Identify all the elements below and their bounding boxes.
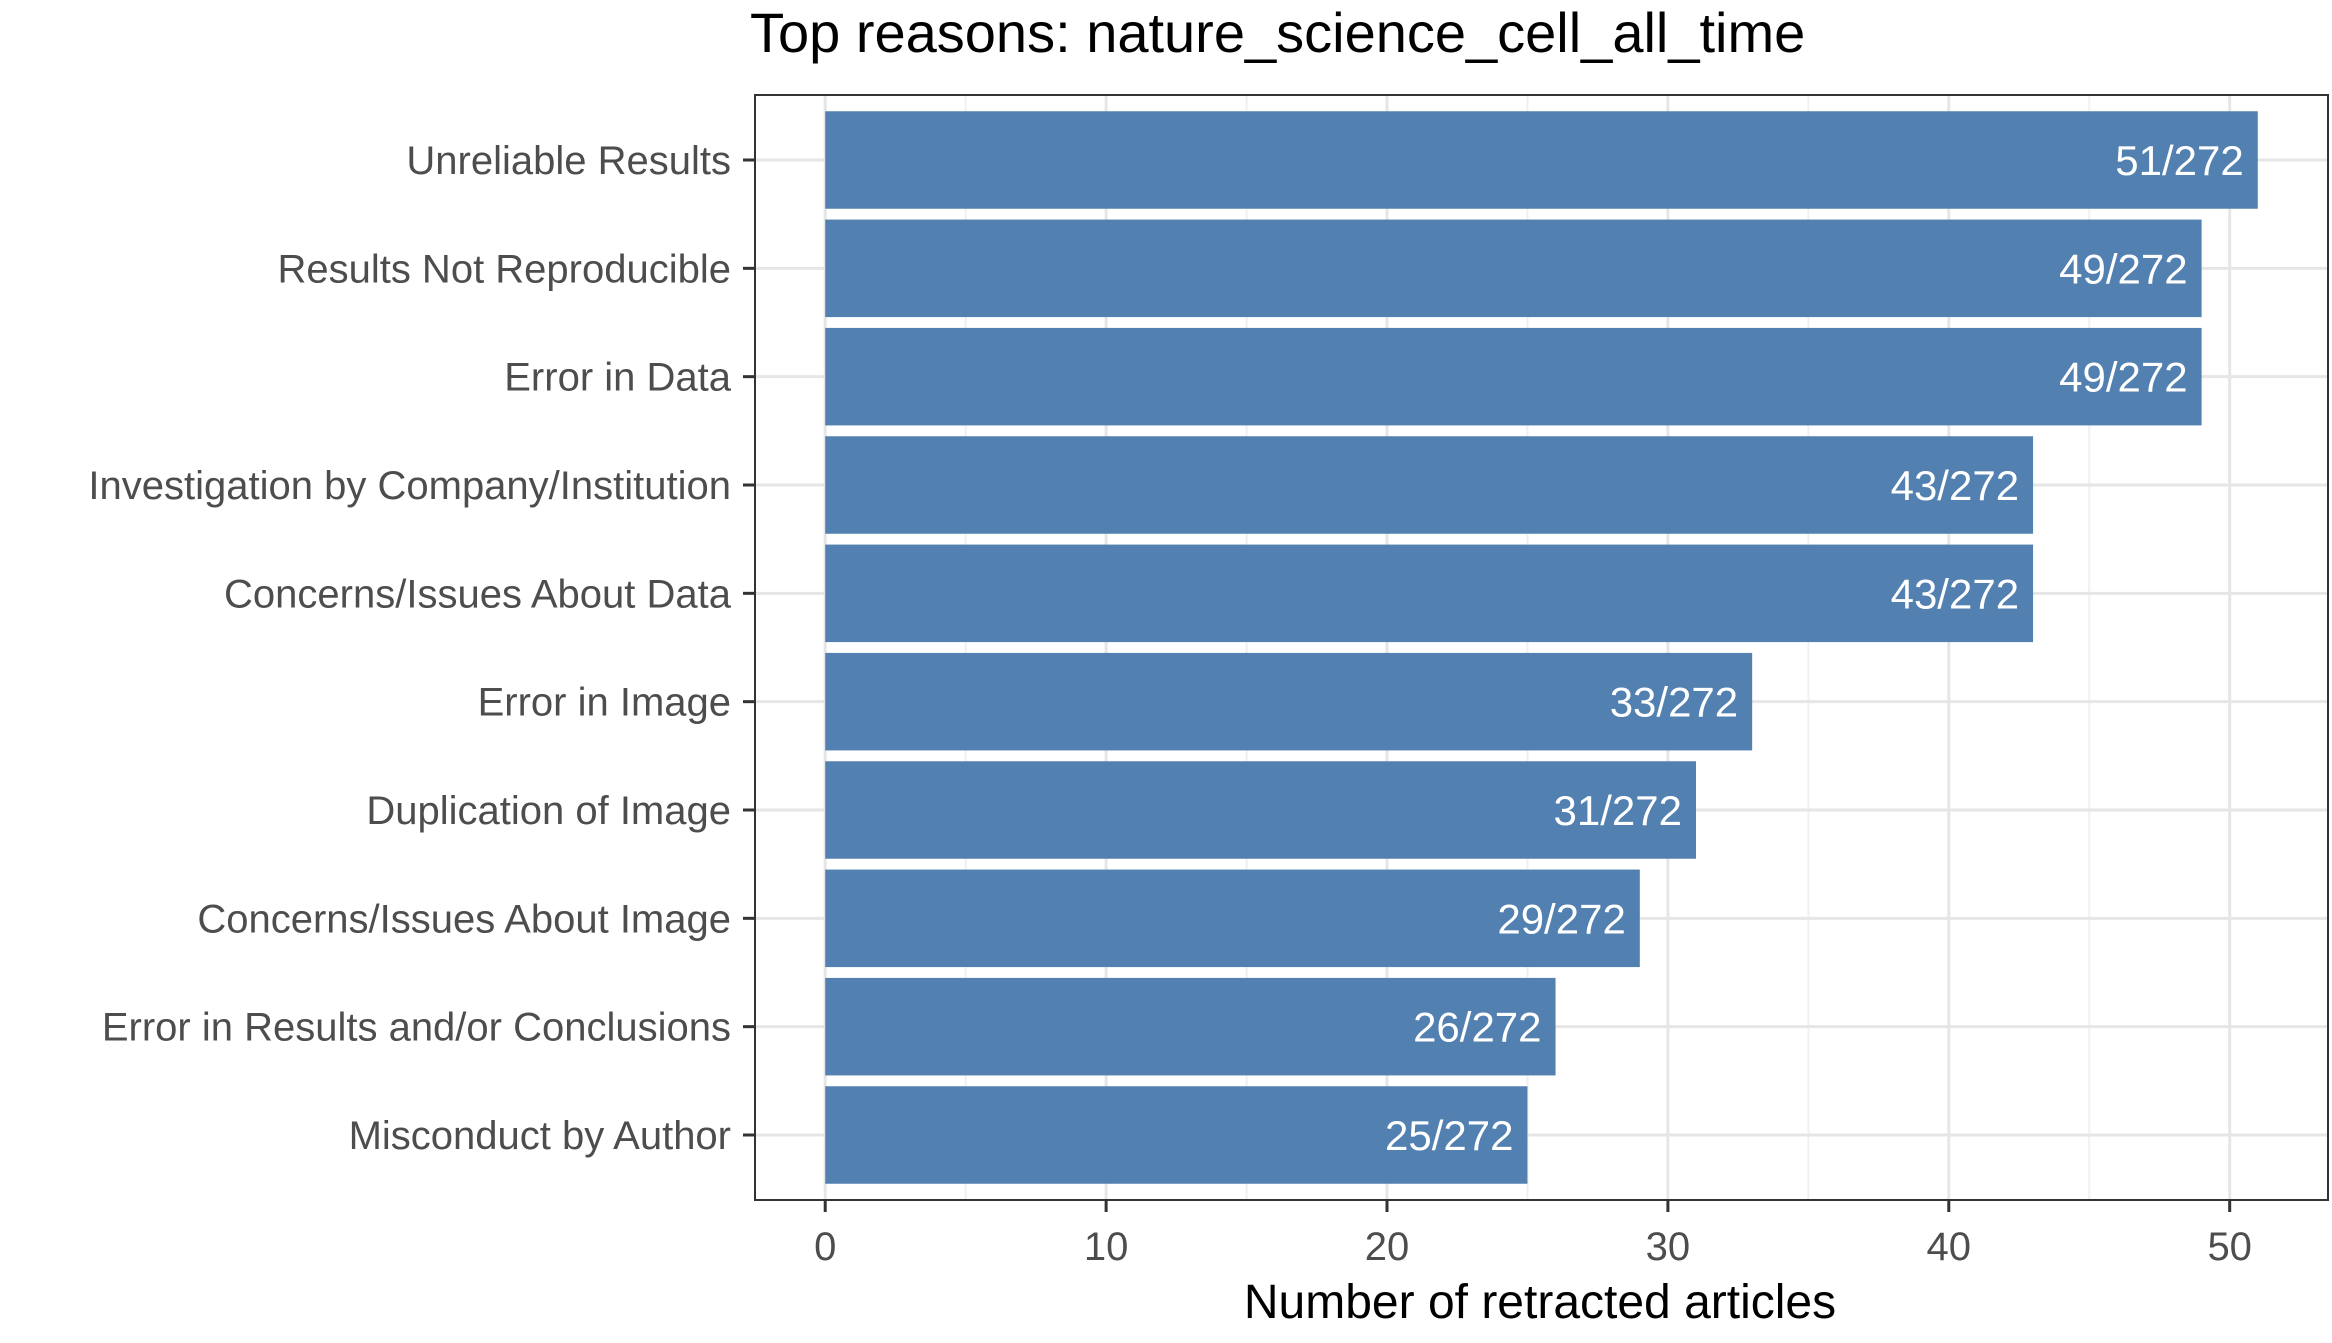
x-tick-label: 0 — [814, 1225, 836, 1269]
y-tick-label: Duplication of Image — [366, 789, 731, 833]
y-tick-label: Concerns/Issues About Image — [197, 897, 731, 941]
bar — [825, 327, 2202, 426]
y-tick-label: Unreliable Results — [406, 139, 731, 183]
bar — [825, 1086, 1528, 1184]
bar-value-label: 25/272 — [1385, 1112, 1513, 1159]
y-tick-label: Error in Data — [504, 356, 731, 400]
bar-value-label: 29/272 — [1497, 895, 1625, 942]
axes: Unreliable Results Results Not Reproducib… — [88, 139, 2252, 1269]
bar — [825, 436, 2034, 534]
x-tick-label: 40 — [1927, 1225, 1972, 1269]
data-labels: 51/272 49/272 49/272 43/272 43/272 33/272 31/2… — [1385, 137, 2244, 1159]
bar-value-label: 31/272 — [1554, 787, 1682, 834]
bar — [825, 544, 2034, 643]
plot-panel-border — [754, 94, 2329, 1201]
bar-value-label: 26/272 — [1413, 1004, 1541, 1051]
y-tick-label: Concerns/Issues About Data — [224, 572, 732, 616]
y-tick-label: Investigation by Company/Institution — [88, 464, 731, 508]
bars — [825, 111, 2258, 1184]
y-tick-label: Error in Image — [478, 681, 731, 725]
bar — [825, 111, 2258, 209]
bar — [825, 977, 1556, 1076]
x-tick-label: 20 — [1365, 1225, 1410, 1269]
x-tick-label: 30 — [1646, 1225, 1691, 1269]
x-tick-label: 10 — [1084, 1225, 1129, 1269]
bar-value-label: 43/272 — [1891, 570, 2019, 617]
y-tick-label: Misconduct by Author — [349, 1114, 731, 1158]
bar — [825, 869, 1640, 968]
bar-value-label: 33/272 — [1610, 679, 1738, 726]
chart-title: Top reasons: nature_science_cell_all_tim… — [750, 1, 1805, 64]
bar — [825, 652, 1753, 751]
bar-value-label: 43/272 — [1891, 462, 2019, 509]
bar — [825, 761, 1696, 859]
y-tick-label: Results Not Reproducible — [277, 247, 731, 291]
y-tick-label: Error in Results and/or Conclusions — [102, 1006, 731, 1050]
bar — [825, 219, 2202, 318]
x-axis-title: Number of retracted articles — [1244, 1276, 1836, 1329]
bar-value-label: 49/272 — [2059, 354, 2187, 401]
bar-value-label: 51/272 — [2115, 137, 2243, 184]
bar-value-label: 49/272 — [2059, 245, 2187, 292]
x-tick-label: 50 — [2207, 1225, 2252, 1269]
